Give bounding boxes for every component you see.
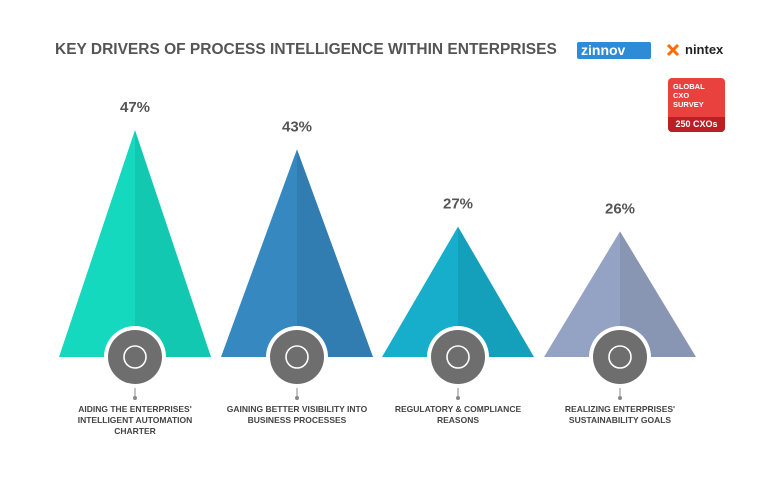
category-label: GAINING BETTER VISIBILITY INTO BUSINESS … — [226, 404, 368, 425]
value-label: 27% — [443, 196, 473, 213]
pyramid — [59, 129, 211, 357]
icon-glyph — [608, 345, 632, 369]
pyramid — [382, 226, 534, 357]
badge-count: 250 CXOs — [668, 117, 725, 132]
icon-glyph — [285, 345, 309, 369]
connector-dot — [456, 396, 460, 400]
icon-circle — [431, 330, 485, 384]
category-label: AIDING THE ENTERPRISES' INTELLIGENT AUTO… — [77, 404, 193, 436]
icon-glyph — [123, 345, 147, 369]
pyramid-shade — [297, 149, 373, 357]
badge-heading: GLOBAL CXO SURVEY — [673, 82, 705, 109]
category-label: REALIZING ENTERPRISES' SUSTAINABILITY GO… — [564, 404, 676, 425]
connector-dot — [295, 396, 299, 400]
icon-circle — [108, 330, 162, 384]
icon-circle — [270, 330, 324, 384]
zinnov-logo: zinnov — [577, 42, 651, 59]
pyramid-shade — [458, 226, 534, 357]
nintex-mark — [666, 43, 680, 57]
pyramid — [221, 149, 373, 357]
connector-dot — [133, 396, 137, 400]
category-label: REGULATORY & COMPLIANCE REASONS — [394, 404, 522, 425]
value-label: 26% — [605, 200, 635, 217]
marks: 47% 43% 27% 26% — [59, 99, 696, 400]
value-label: 47% — [120, 99, 150, 116]
pyramid — [544, 231, 696, 357]
icon-glyph — [446, 345, 470, 369]
icon-circle — [593, 330, 647, 384]
chart-title: KEY DRIVERS OF PROCESS INTELLIGENCE WITH… — [55, 41, 557, 58]
pyramid-shade — [620, 231, 696, 357]
pyramid-shade — [135, 129, 211, 357]
connector-dot — [618, 396, 622, 400]
survey-badge: GLOBAL CXO SURVEY 250 CXOs — [668, 78, 725, 132]
nintex-logo: nintex — [685, 42, 724, 57]
value-label: 43% — [282, 118, 312, 135]
